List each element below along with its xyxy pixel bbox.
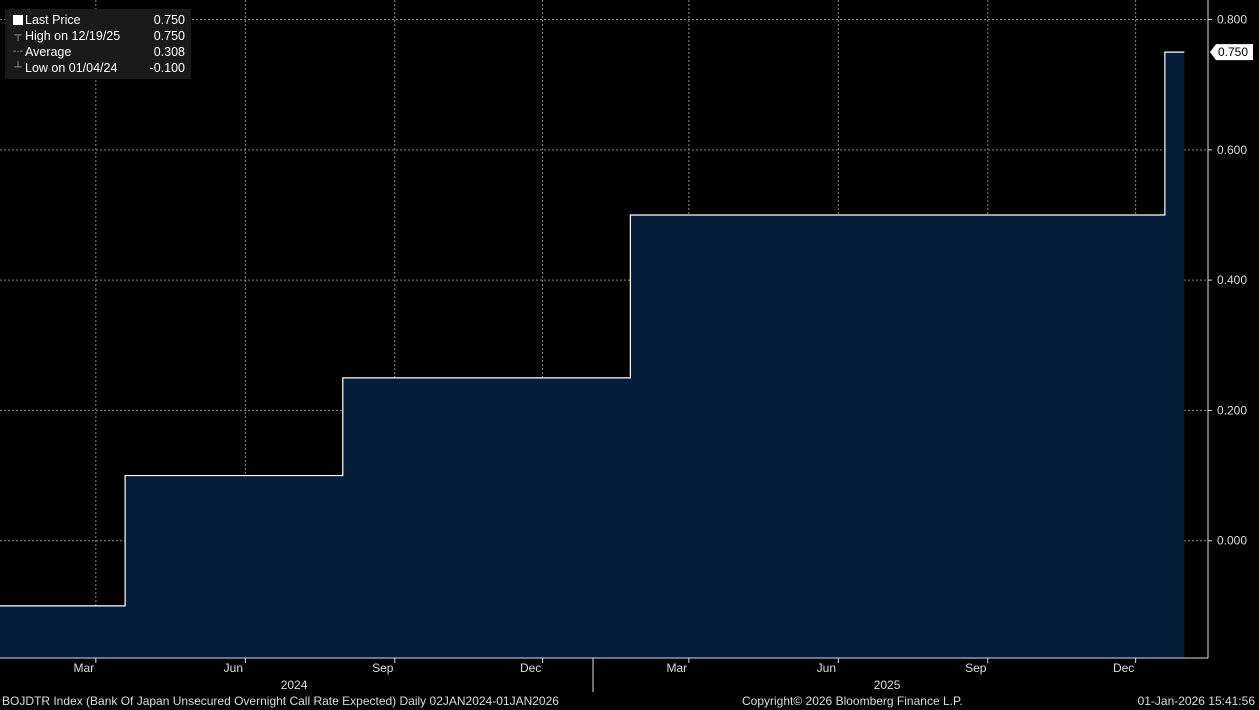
series-fill <box>0 52 1185 658</box>
x-tick-label: Sep <box>965 661 987 675</box>
y-tick-label: 0.200 <box>1217 403 1247 417</box>
last-price-tag: 0.750 <box>1210 44 1253 61</box>
legend-value: 0.750 <box>153 13 185 27</box>
footer-copyright: Copyright© 2026 Bloomberg Finance L.P. <box>742 694 963 708</box>
x-tick-label: Sep <box>372 661 394 675</box>
y-tick-label: 0.600 <box>1217 143 1247 157</box>
last-price-tag-label: 0.750 <box>1218 45 1248 59</box>
x-axis-ticks: Mar Jun Sep Dec Mar Jun Sep Dec 2024 2025 <box>74 658 1137 692</box>
legend: Last Price 0.750 ┬ High on 12/19/25 0.75… <box>5 9 191 79</box>
last-price-tag-box <box>1210 44 1253 61</box>
x-tick-label: Jun <box>817 661 836 675</box>
legend-label: Last Price <box>25 13 81 27</box>
footer: BOJDTR Index (Bank Of Japan Unsecured Ov… <box>0 692 1259 710</box>
average-marker-icon: -·- <box>13 46 23 57</box>
legend-label: Average <box>25 45 72 59</box>
legend-item-last-price: Last Price 0.750 <box>11 12 185 28</box>
x-tick-label: Dec <box>520 661 541 675</box>
year-label: 2024 <box>281 678 308 692</box>
legend-label: High on 12/19/25 <box>25 29 121 43</box>
footer-timestamp: 01-Jan-2026 15:41:56 <box>1137 694 1255 708</box>
legend-value: 0.750 <box>153 29 185 43</box>
y-axis-ticks: 0.000 0.200 0.400 0.600 0.800 <box>1208 13 1247 548</box>
legend-item-high: ┬ High on 12/19/25 0.750 <box>11 28 185 44</box>
low-marker-icon: ┴ <box>14 62 22 73</box>
legend-label: Low on 01/04/24 <box>25 61 118 75</box>
legend-item-low: ┴ Low on 01/04/24 -0.100 <box>11 60 185 76</box>
legend-item-average: -·- Average 0.308 <box>11 44 185 60</box>
footer-description: BOJDTR Index (Bank Of Japan Unsecured Ov… <box>2 694 559 708</box>
x-tick-label: Dec <box>1113 661 1134 675</box>
legend-value: 0.308 <box>153 45 185 59</box>
legend-value: -0.100 <box>149 61 185 75</box>
series-line <box>0 51 1185 607</box>
axes <box>0 0 1209 659</box>
year-label: 2025 <box>874 678 901 692</box>
x-tick-label: Jun <box>224 661 243 675</box>
y-tick-label: 0.400 <box>1217 273 1247 287</box>
y-tick-label: 0.000 <box>1217 534 1247 548</box>
y-tick-label: 0.800 <box>1217 13 1247 27</box>
x-tick-label: Mar <box>667 661 688 675</box>
square-swatch-icon <box>11 12 25 28</box>
high-marker-icon: ┬ <box>14 30 22 41</box>
series-area <box>0 51 1185 658</box>
x-tick-label: Mar <box>74 661 95 675</box>
